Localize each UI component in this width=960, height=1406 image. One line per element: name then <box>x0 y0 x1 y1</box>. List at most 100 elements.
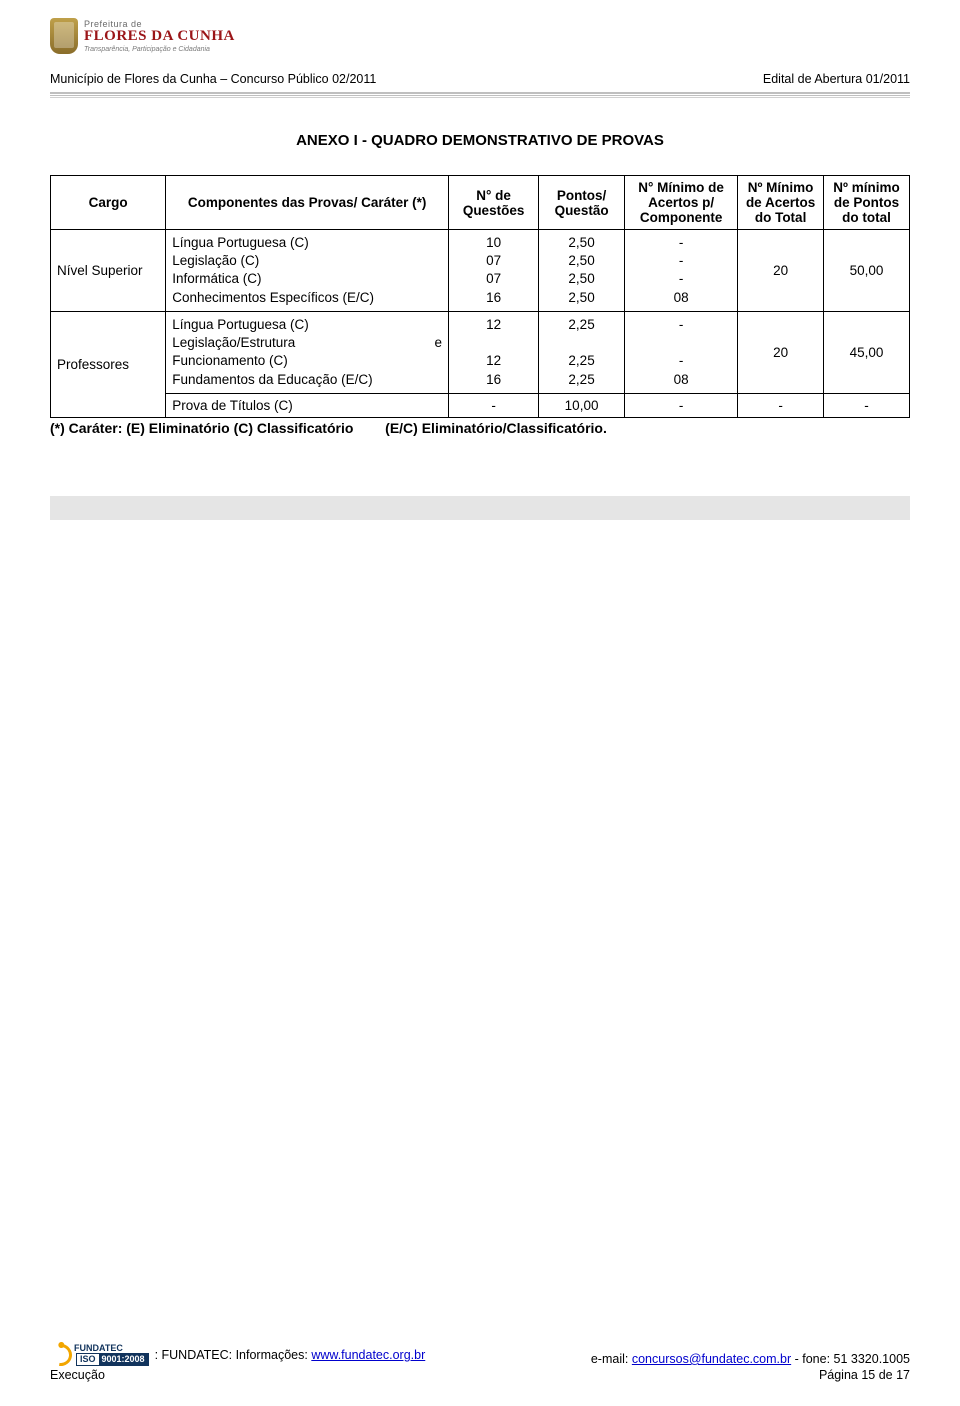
componente-text: Língua Portuguesa (C) <box>172 316 309 334</box>
value: 16 <box>455 289 532 307</box>
min-acertos-comp-cell: - - 08 <box>625 311 738 393</box>
n-questoes-cell: 10 07 07 16 <box>449 230 539 312</box>
min-pontos-total-cell: 50,00 <box>824 230 910 312</box>
logo-area: Prefeitura de FLORES DA CUNHA Transparên… <box>50 18 910 54</box>
col-componentes: Componentes das Provas/ Caráter (*) <box>166 176 449 230</box>
gray-bar <box>50 496 910 520</box>
col-min-pontos-total: Nº mínimo de Pontos do total <box>824 176 910 230</box>
min-pontos-total-cell: 45,00 <box>824 311 910 393</box>
header-thin-rule <box>50 97 910 98</box>
value: 16 <box>455 371 532 389</box>
fundatec-logo: FUNDATEC ISO 9001:2008 <box>50 1344 149 1366</box>
phone: - fone: 51 3320.1005 <box>791 1352 910 1366</box>
value: - <box>631 352 731 370</box>
componentes-cell: Prova de Títulos (C) <box>166 393 449 417</box>
table-row: Prova de Títulos (C) - 10,00 - - - <box>51 393 910 417</box>
col-cargo: Cargo <box>51 176 166 230</box>
pontos-questao-cell: 10,00 <box>539 393 625 417</box>
value: 2,50 <box>545 270 618 288</box>
value: 07 <box>455 270 532 288</box>
min-acertos-total-cell: 20 <box>738 230 824 312</box>
legend-part2: (E/C) Eliminatório/Classificatório. <box>385 420 607 436</box>
componente-suffix: e <box>435 334 443 352</box>
col-n-questoes: N° de Questões <box>449 176 539 230</box>
header-row: Município de Flores da Cunha – Concurso … <box>50 72 910 86</box>
info-url-link[interactable]: www.fundatec.org.br <box>311 1348 425 1362</box>
value: - <box>631 234 731 252</box>
value: 2,50 <box>545 289 618 307</box>
value: 2,50 <box>545 252 618 270</box>
value: 2,25 <box>545 352 618 370</box>
value: 10 <box>455 234 532 252</box>
componentes-cell: Língua Portuguesa (C) Legislação/Estrutu… <box>166 311 449 393</box>
value: - <box>631 270 731 288</box>
componente-text: Fundamentos da Educação (E/C) <box>172 371 372 389</box>
componente-line: Fundamentos da Educação (E/C) <box>172 371 442 389</box>
componente-line: Legislação (C) <box>172 252 442 270</box>
componente-line: Funcionamento (C) <box>172 352 442 370</box>
iso-a: ISO <box>77 1354 99 1365</box>
header-left: Município de Flores da Cunha – Concurso … <box>50 72 376 86</box>
execucao-label: Execução <box>50 1368 105 1382</box>
componente-line: Conhecimentos Específicos (E/C) <box>172 289 442 307</box>
iso-badge: ISO 9001:2008 <box>76 1353 149 1366</box>
table-row: Professores Língua Portuguesa (C) Legisl… <box>51 311 910 393</box>
value <box>631 334 731 352</box>
footer-right: e-mail: concursos@fundatec.com.br - fone… <box>591 1352 910 1366</box>
fundatec-label: FUNDATEC <box>74 1344 149 1353</box>
table-header-row: Cargo Componentes das Provas/ Caráter (*… <box>51 176 910 230</box>
footer: FUNDATEC ISO 9001:2008 : FUNDATEC: Infor… <box>50 1344 910 1382</box>
footer-row-1: FUNDATEC ISO 9001:2008 : FUNDATEC: Infor… <box>50 1344 910 1366</box>
value: 07 <box>455 252 532 270</box>
footer-info: : FUNDATEC: Informações: www.fundatec.or… <box>155 1348 426 1362</box>
header-rule <box>50 92 910 96</box>
pontos-questao-cell: 2,25 2,25 2,25 <box>539 311 625 393</box>
provas-table: Cargo Componentes das Provas/ Caráter (*… <box>50 175 910 418</box>
value: 2,25 <box>545 371 618 389</box>
logo-text: Prefeitura de FLORES DA CUNHA Transparên… <box>84 20 235 53</box>
componente-line: Língua Portuguesa (C) <box>172 234 442 252</box>
col-min-acertos-comp: N° Mínimo de Acertos p/ Componente <box>625 176 738 230</box>
email-link[interactable]: concursos@fundatec.com.br <box>632 1352 791 1366</box>
value: - <box>631 252 731 270</box>
iso-b: 9001:2008 <box>99 1354 148 1365</box>
header-right: Edital de Abertura 01/2011 <box>763 72 910 86</box>
email-prefix: e-mail: <box>591 1352 632 1366</box>
n-questoes-cell: - <box>449 393 539 417</box>
componente-line: Língua Portuguesa (C) <box>172 316 442 334</box>
componente-text: Legislação/Estrutura <box>172 334 295 352</box>
value <box>455 334 532 352</box>
min-pontos-total-cell: - <box>824 393 910 417</box>
legend: (*) Caráter: (E) Eliminatório (C) Classi… <box>50 420 910 436</box>
value: 12 <box>455 352 532 370</box>
cargo-cell: Nível Superior <box>51 230 166 312</box>
footer-left: FUNDATEC ISO 9001:2008 : FUNDATEC: Infor… <box>50 1344 425 1366</box>
min-acertos-comp-cell: - - - 08 <box>625 230 738 312</box>
table-row: Nível Superior Língua Portuguesa (C) Leg… <box>51 230 910 312</box>
min-acertos-total-cell: - <box>738 393 824 417</box>
value <box>545 334 618 352</box>
info-prefix: : FUNDATEC: Informações: <box>155 1348 312 1362</box>
min-acertos-comp-cell: - <box>625 393 738 417</box>
pontos-questao-cell: 2,50 2,50 2,50 2,50 <box>539 230 625 312</box>
componentes-cell: Língua Portuguesa (C) Legislação (C) Inf… <box>166 230 449 312</box>
col-min-acertos-total: Nº Mínimo de Acertos do Total <box>738 176 824 230</box>
value: 08 <box>631 289 731 307</box>
value: 2,50 <box>545 234 618 252</box>
n-questoes-cell: 12 12 16 <box>449 311 539 393</box>
section-title: ANEXO I - QUADRO DEMONSTRATIVO DE PROVAS <box>50 132 910 149</box>
crest-icon <box>50 18 78 54</box>
legend-part1: (*) Caráter: (E) Eliminatório (C) Classi… <box>50 420 353 436</box>
componente-line: Informática (C) <box>172 270 442 288</box>
value: 12 <box>455 316 532 334</box>
page-content: Prefeitura de FLORES DA CUNHA Transparên… <box>0 0 960 520</box>
value: 08 <box>631 371 731 389</box>
footer-row-2: Execução Página 15 de 17 <box>50 1368 910 1382</box>
min-acertos-total-cell: 20 <box>738 311 824 393</box>
componente-text: Funcionamento (C) <box>172 352 288 370</box>
value: 2,25 <box>545 316 618 334</box>
fundatec-text: FUNDATEC ISO 9001:2008 <box>74 1344 149 1366</box>
value: - <box>631 316 731 334</box>
pagina-label: Página 15 de 17 <box>819 1368 910 1382</box>
componente-line: Legislação/Estrutura e <box>172 334 442 352</box>
